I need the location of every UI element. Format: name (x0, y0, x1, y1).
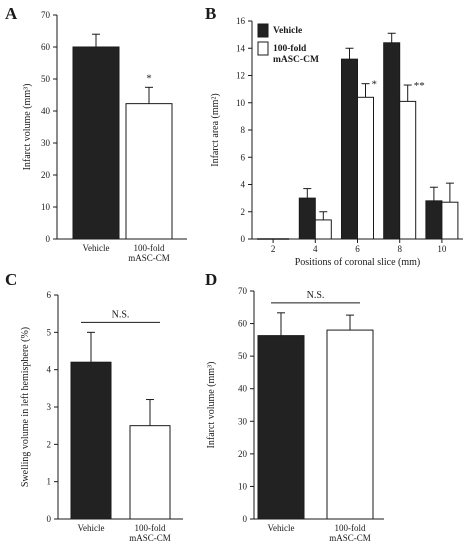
panel-letter-a: A (5, 4, 18, 23)
y-tick-label: 10 (41, 202, 51, 212)
significance-marker: * (372, 79, 378, 91)
y-tick-label: 2 (241, 207, 246, 217)
bar-a-1 (125, 103, 173, 240)
bar-b-0-3 (383, 42, 401, 240)
x-category-label-line: mASC-CM (329, 533, 371, 543)
bar-b-1-3 (399, 100, 417, 240)
x-category-label-line: Vehicle (268, 523, 295, 533)
y-tick-label: 60 (41, 42, 51, 52)
bar-b-1-1 (314, 219, 332, 240)
x-tick-label: 8 (397, 244, 402, 254)
x-category-label: 100-fold mASC-CM (129, 523, 171, 543)
x-category-label: Vehicle (83, 243, 110, 253)
bar-a-0 (72, 46, 120, 240)
x-category-label-line: mASC-CM (128, 253, 170, 263)
x-category-label-line: 100-fold (134, 243, 165, 253)
panel-letter-b: B (205, 4, 216, 23)
y-tick-label: 0 (46, 234, 51, 244)
legend-label-0: Vehicle (273, 26, 302, 36)
x-category-label: 100-fold mASC-CM (329, 523, 371, 543)
x-category-label-line: Vehicle (78, 523, 105, 533)
legend-label-1: 100-fold mASC-CM (273, 44, 319, 65)
y-tick-label: 3 (47, 402, 52, 412)
y-tick-label: 2 (47, 439, 52, 449)
x-category-label-line: mASC-CM (129, 533, 171, 543)
x-category-label-line: 100-fold (335, 523, 366, 533)
y-tick-label: 40 (41, 106, 51, 116)
x-tick-label: 6 (355, 244, 360, 254)
y-tick-label: 6 (47, 290, 52, 300)
significance-marker: ** (414, 80, 425, 92)
bar-d-0 (257, 335, 305, 520)
x-category-label: Vehicle (268, 523, 295, 533)
y-tick-label: 1 (47, 477, 52, 487)
y-axis-title-b: Infarct area (mm²) (210, 93, 221, 167)
y-tick-label: 16 (236, 16, 246, 26)
y-tick-label: 30 (238, 416, 248, 426)
y-tick-label: 6 (241, 152, 246, 162)
x-category-label-line: Vehicle (83, 243, 110, 253)
bar-d-1 (326, 329, 374, 520)
bar-b-0-1 (298, 197, 316, 240)
bar-b-0-2 (341, 58, 358, 240)
y-tick-label: 20 (238, 449, 248, 459)
panel-letter-d: D (205, 270, 217, 289)
y-tick-label: 12 (236, 71, 245, 81)
y-tick-label: 20 (41, 170, 51, 180)
y-tick-label: 10 (236, 98, 246, 108)
y-tick-label: 4 (47, 365, 52, 375)
y-tick-label: 30 (41, 138, 51, 148)
legend-label-line: 100-fold (273, 44, 307, 54)
x-category-label-line: 100-fold (135, 523, 166, 533)
legend-swatch-0 (257, 23, 269, 38)
y-axis-title-c: Swelling volume in left hemisphere (%) (20, 327, 31, 487)
bar-b-0-4 (425, 200, 443, 240)
y-tick-label: 14 (236, 43, 246, 53)
bar-b-1-2 (357, 96, 374, 240)
y-tick-label: 8 (241, 125, 246, 135)
ns-label-d: N.S. (307, 290, 325, 301)
y-tick-label: 5 (47, 327, 52, 337)
x-tick-label: 4 (313, 244, 318, 254)
legend-label-line: Vehicle (273, 26, 302, 36)
legend-swatch-1 (257, 41, 269, 56)
x-category-label: Vehicle (78, 523, 105, 533)
bar-b-1-4 (441, 201, 459, 240)
y-tick-label: 50 (238, 351, 248, 361)
x-axis-title-b: Positions of coronal slice (mm) (295, 257, 421, 268)
bar-c-1 (129, 425, 171, 520)
x-tick-label: 10 (437, 244, 447, 254)
y-tick-label: 0 (47, 514, 52, 524)
y-axis-title-d: Infarct volume (mm³) (206, 362, 217, 449)
y-tick-label: 0 (243, 514, 248, 524)
y-tick-label: 70 (238, 286, 248, 296)
x-tick-label: 2 (271, 244, 276, 254)
significance-marker: * (146, 72, 152, 84)
bar-c-0 (70, 361, 112, 520)
y-tick-label: 10 (238, 481, 248, 491)
legend-label-line: mASC-CM (273, 55, 319, 65)
y-tick-label: 4 (241, 180, 246, 190)
panel-letter-c: C (5, 270, 17, 289)
y-tick-label: 50 (41, 74, 51, 84)
y-tick-label: 60 (238, 319, 248, 329)
y-axis-title-a: Infarct volume (mm³) (22, 84, 33, 171)
ns-label-c: N.S. (112, 309, 130, 320)
y-tick-label: 70 (41, 10, 51, 20)
y-tick-label: 0 (241, 234, 246, 244)
x-category-label: 100-fold mASC-CM (128, 243, 170, 263)
y-tick-label: 40 (238, 384, 248, 394)
